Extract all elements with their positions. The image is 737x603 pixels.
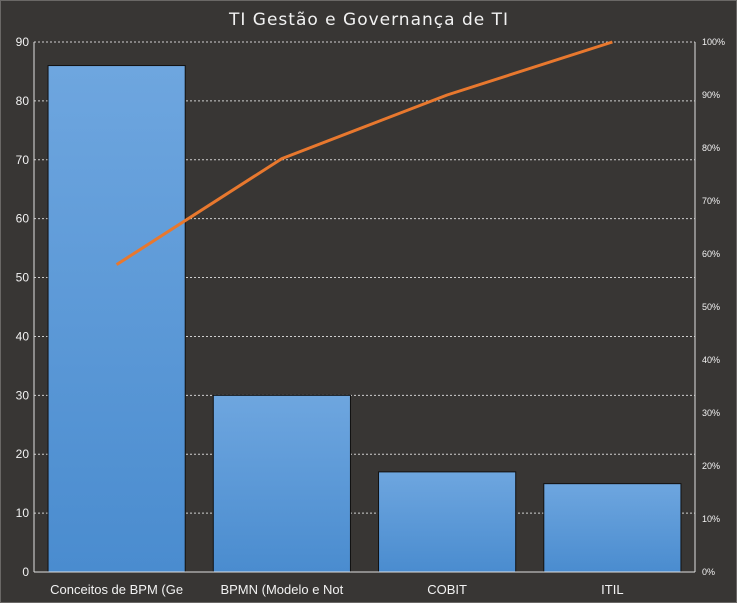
y-tick-label: 0: [22, 565, 29, 579]
axes: [33, 42, 696, 573]
y-right-tick-label: 90%: [702, 90, 720, 100]
y-right-tick-label: 50%: [702, 302, 720, 312]
right-axis-ticks: 0% 10% 20% 30% 40% 50% 60% 70% 80% 90% 100%: [702, 37, 725, 577]
y-tick-label: 30: [16, 388, 30, 402]
y-right-tick-label: 80%: [702, 143, 720, 153]
category-labels: Conceitos de BPM (Ge BPMN (Modelo e Not CO…: [50, 582, 623, 597]
y-tick-label: 60: [16, 212, 30, 226]
bar: [378, 471, 517, 573]
left-axis-ticks: 0 10 20 30 40 50 60 70 80 90: [16, 35, 30, 579]
y-right-tick-label: 70%: [702, 196, 720, 206]
x-tick-label: Conceitos de BPM (Ge: [50, 582, 183, 597]
y-tick-label: 70: [16, 153, 30, 167]
y-tick-label: 40: [16, 329, 30, 343]
y-right-tick-label: 100%: [702, 37, 725, 47]
y-tick-label: 80: [16, 94, 30, 108]
y-right-tick-label: 0%: [702, 567, 715, 577]
cumulative-line: [115, 40, 613, 266]
x-tick-label: ITIL: [601, 582, 623, 597]
y-tick-label: 10: [16, 506, 30, 520]
y-tick-label: 20: [16, 447, 30, 461]
y-tick-label: 90: [16, 35, 30, 49]
bars: [47, 65, 682, 573]
bar: [543, 483, 682, 573]
x-tick-label: COBIT: [427, 582, 467, 597]
bar: [212, 394, 351, 573]
y-tick-label: 50: [16, 271, 30, 285]
x-tick-label: BPMN (Modelo e Not: [220, 582, 343, 597]
chart-title: TI Gestão e Governança de TI: [228, 10, 509, 30]
y-right-tick-label: 60%: [702, 249, 720, 259]
cumulative-line-path: [115, 40, 613, 266]
y-right-tick-label: 30%: [702, 408, 720, 418]
y-right-tick-label: 20%: [702, 461, 720, 471]
y-right-tick-label: 40%: [702, 355, 720, 365]
y-right-tick-label: 10%: [702, 514, 720, 524]
bar: [47, 65, 186, 573]
